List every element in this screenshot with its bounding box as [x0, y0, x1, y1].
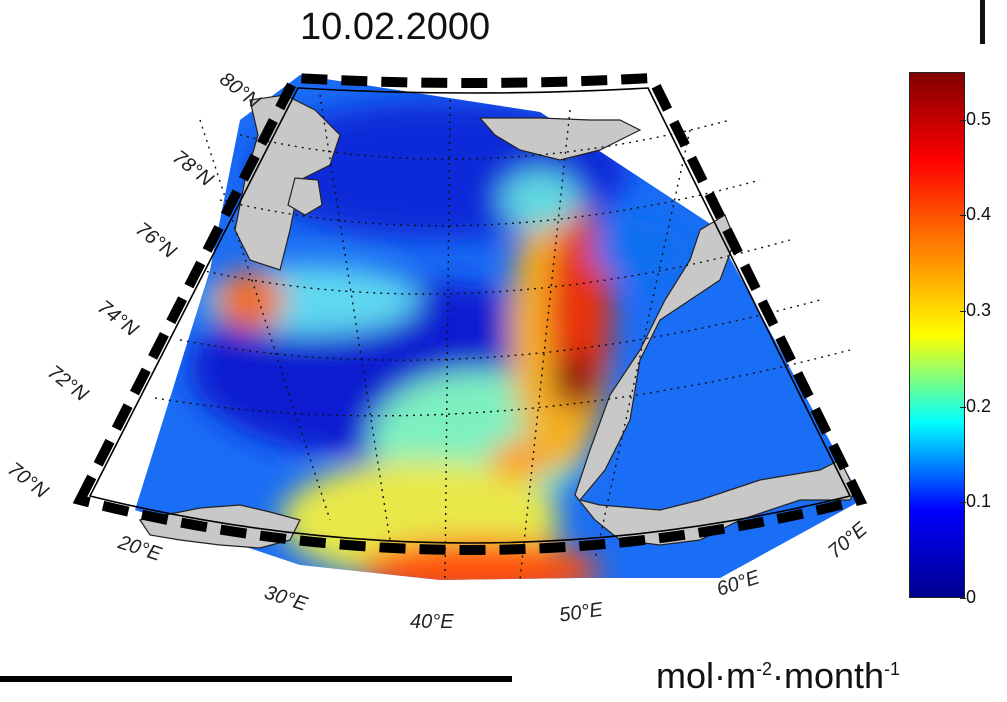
map-title: 10.02.2000	[300, 6, 491, 48]
colorbar-tick-label: 0.5	[966, 108, 992, 129]
edge-mark	[980, 0, 985, 44]
colorbar-tick-label: 0.3	[966, 300, 992, 321]
graticule	[154, 94, 851, 581]
units-exp-1: -2	[755, 659, 772, 679]
units-exp-2: -1	[884, 659, 901, 679]
lat-label-78: 78°N	[168, 146, 217, 191]
colorbar-tick-mark	[960, 311, 966, 313]
colorbar-tick-label: 0	[966, 587, 977, 607]
lon-label-70: 70°E	[824, 518, 872, 563]
colorbar-tick-mark	[960, 406, 966, 408]
colorbar-tick-mark	[960, 502, 966, 504]
lat-label-72: 72°N	[43, 361, 92, 406]
lat-label-76: 76°N	[131, 218, 180, 263]
colorbar-tick-mark	[960, 215, 966, 217]
lat-label-70: 70°N	[3, 458, 52, 503]
colorbar-tick-mark	[960, 119, 966, 121]
lon-label-30: 30°E	[262, 581, 311, 616]
divider-line	[0, 676, 512, 682]
land	[139, 94, 856, 549]
colorbar-tick-label: 0.4	[966, 204, 992, 225]
lon-label-40: 40°E	[410, 611, 454, 633]
colorbar	[909, 72, 965, 598]
units-prefix: mol·m	[656, 655, 756, 696]
colorbar-tick-label: 0.1	[966, 491, 992, 512]
units-label: mol·m-2·month-1	[656, 655, 900, 697]
colorbar-tick-mark	[960, 598, 966, 599]
lon-label-50: 50°E	[558, 599, 605, 627]
lat-label-74: 74°N	[93, 296, 142, 341]
units-mid: ·month	[772, 655, 885, 696]
colorbar-tick-label: 0.2	[966, 395, 992, 416]
map-frame	[72, 72, 868, 555]
